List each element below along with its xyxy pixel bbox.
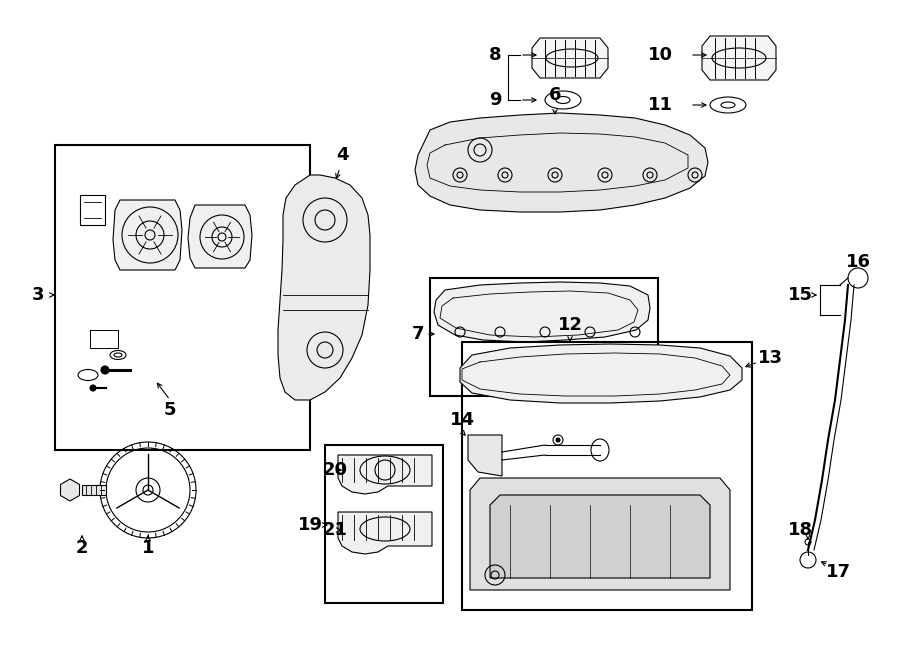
Text: 3: 3 xyxy=(32,286,44,304)
Polygon shape xyxy=(470,478,730,590)
Text: 7: 7 xyxy=(412,325,424,343)
Polygon shape xyxy=(113,200,182,270)
Text: 12: 12 xyxy=(557,316,582,334)
Text: 20: 20 xyxy=(322,461,347,479)
Text: 11: 11 xyxy=(647,96,672,114)
Bar xyxy=(430,278,658,396)
Text: 13: 13 xyxy=(758,349,782,367)
Polygon shape xyxy=(338,455,432,494)
Polygon shape xyxy=(468,435,502,476)
Polygon shape xyxy=(415,113,708,212)
Text: 8: 8 xyxy=(489,46,501,64)
Polygon shape xyxy=(702,36,776,80)
Text: 4: 4 xyxy=(336,146,348,164)
Text: 15: 15 xyxy=(788,286,813,304)
Text: 10: 10 xyxy=(647,46,672,64)
Polygon shape xyxy=(532,38,608,78)
Bar xyxy=(325,445,443,603)
Bar xyxy=(462,342,752,610)
Text: 5: 5 xyxy=(164,401,176,419)
Polygon shape xyxy=(460,344,742,403)
Circle shape xyxy=(556,438,560,442)
Polygon shape xyxy=(60,479,79,501)
Bar xyxy=(82,485,106,495)
Polygon shape xyxy=(278,175,370,400)
Polygon shape xyxy=(490,495,710,578)
Bar xyxy=(55,145,310,450)
Text: 18: 18 xyxy=(788,521,813,539)
Circle shape xyxy=(101,366,109,374)
Circle shape xyxy=(90,385,96,391)
Text: 17: 17 xyxy=(825,563,850,581)
Polygon shape xyxy=(188,205,252,268)
Text: 21: 21 xyxy=(322,521,347,539)
Text: 6: 6 xyxy=(549,86,562,104)
Text: 14: 14 xyxy=(449,411,474,429)
Text: 9: 9 xyxy=(489,91,501,109)
Text: 16: 16 xyxy=(845,253,870,271)
Text: 1: 1 xyxy=(142,539,154,557)
Polygon shape xyxy=(338,512,432,554)
Text: 2: 2 xyxy=(76,539,88,557)
Polygon shape xyxy=(434,282,650,342)
Text: 19: 19 xyxy=(298,516,322,534)
